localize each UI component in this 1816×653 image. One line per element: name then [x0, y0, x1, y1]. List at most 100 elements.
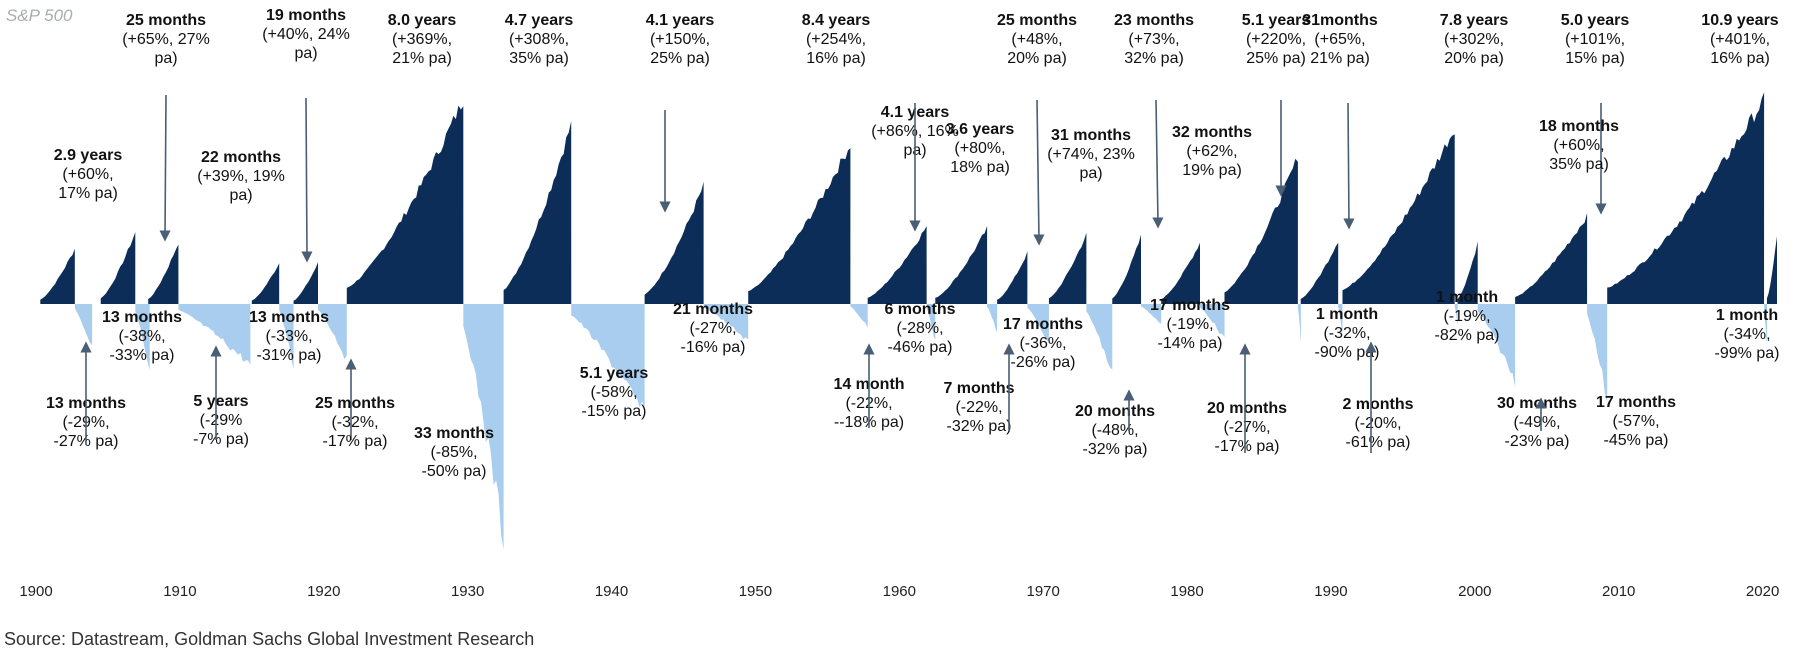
bear-market-area-14 — [1141, 304, 1162, 324]
bull-annotation-16: 5.1 years (+220%, 25% pa) — [1242, 12, 1311, 67]
bear-annotation-16-line-1: 1 month — [1316, 306, 1378, 323]
bear-annotation-5-line-1: 25 months — [315, 395, 395, 412]
bull-annotation-9-line-2: (+254%, — [806, 31, 866, 48]
bull-annotation-3-line-3: pa) — [154, 50, 177, 67]
bear-annotation-11: 7 months (-22%, -32% pa) — [943, 380, 1014, 435]
bear-market-area-7 — [571, 304, 645, 410]
bear-annotation-15-line-1: 20 months — [1207, 400, 1287, 417]
bull-annotation-20-line-1: 5.0 years — [1561, 12, 1630, 29]
bear-annotation-17: 2 months (-20%, -61% pa) — [1342, 396, 1413, 451]
bull-annotation-22-line-3: 35% pa) — [1549, 156, 1609, 173]
bull-annotation-2: 2.9 years (+60%, 17% pa) — [54, 147, 123, 202]
bull-annotation-21: 10.9 years (+401%, 16% pa) — [1701, 12, 1779, 67]
x-tick-1910: 1910 — [163, 583, 196, 600]
x-tick-1980: 1980 — [1170, 583, 1203, 600]
bear-annotation-4-line-3: -31% pa) — [257, 347, 322, 364]
bull-annotation-13-line-2: (+74%, 23% — [1047, 146, 1135, 163]
bull-annotation-20-line-2: (+101%, — [1565, 31, 1625, 48]
bull-market-area-3 — [148, 244, 179, 304]
bull-annotation-18-line-3: 20% pa) — [1444, 50, 1504, 67]
bear-annotation-13-line-2: (-48%, — [1091, 422, 1138, 439]
bull-arrow-17 — [1343, 102, 1355, 230]
bear-annotation-14-line-1: 17 months — [1150, 297, 1230, 314]
bull-annotation-12: 25 months (+48%, 20% pa) — [997, 12, 1077, 67]
bull-annotation-7: 4.7 years (+308%, 35% pa) — [505, 12, 574, 67]
bear-annotation-11-line-1: 7 months — [943, 380, 1014, 397]
bear-market-area-16 — [1297, 304, 1301, 343]
bull-annotation-9-line-1: 8.4 years — [802, 12, 871, 29]
bull-annotation-4-line-3: pa) — [229, 187, 252, 204]
x-tick-2000: 2000 — [1458, 583, 1491, 600]
bear-annotation-5-line-2: (-32%, — [331, 414, 378, 431]
bull-annotation-15: 32 months (+62%, 19% pa) — [1172, 124, 1252, 179]
bull-annotation-12-line-1: 25 months — [997, 12, 1077, 29]
bear-market-area-4 — [279, 304, 294, 370]
bear-market-area-9 — [850, 304, 868, 329]
bull-annotation-15-line-3: 19% pa) — [1182, 162, 1242, 179]
bull-annotation-14-line-2: (+73%, — [1128, 31, 1179, 48]
bear-annotation-11-line-3: -32% pa) — [947, 418, 1012, 435]
bull-annotation-11-line-3: 18% pa) — [950, 159, 1010, 176]
bull-annotation-17-line-3: 21% pa) — [1310, 50, 1370, 67]
bull-annotation-3-line-2: (+65%, 27% — [122, 31, 210, 48]
bear-annotation-12-line-3: -26% pa) — [1011, 354, 1076, 371]
bear-annotation-2-line-1: 13 months — [102, 309, 182, 326]
bull-annotation-22: 18 months (+60%, 35% pa) — [1539, 118, 1619, 173]
bull-annotation-2-line-3: 17% pa) — [58, 185, 118, 202]
bull-market-area-17 — [1300, 242, 1339, 304]
x-tick-1950: 1950 — [739, 583, 772, 600]
bull-annotation-13: 31 months (+74%, 23% pa) — [1047, 127, 1135, 182]
bear-annotation-15: 20 months (-27%, -17% pa) — [1207, 400, 1287, 455]
bear-annotation-2-line-2: (-38%, — [118, 328, 165, 345]
bull-annotation-18-line-2: (+302%, — [1444, 31, 1504, 48]
bear-annotation-10-line-3: -46% pa) — [888, 339, 953, 356]
bull-annotation-16-line-1: 5.1 years — [1242, 12, 1311, 29]
x-tick-1990: 1990 — [1314, 583, 1347, 600]
bull-annotation-13-line-3: pa) — [1079, 165, 1102, 182]
bear-annotation-6-line-2: (-85%, — [430, 444, 477, 461]
bull-annotation-3-line-1: 25 months — [126, 12, 206, 29]
bull-market-area-7 — [503, 120, 572, 305]
bear-annotation-4-line-2: (-33%, — [265, 328, 312, 345]
bear-annotation-8: 21 months (-27%, -16% pa) — [673, 301, 753, 356]
bull-market-area-13 — [1048, 232, 1087, 304]
bear-annotation-8-line-2: (-27%, — [689, 320, 736, 337]
bear-annotation-21-line-2: (-34%, — [1723, 326, 1770, 343]
bull-market-area-4 — [251, 263, 280, 304]
bull-arrow-5 — [301, 97, 313, 263]
bear-annotation-7: 5.1 years (-58%, -15% pa) — [580, 365, 649, 420]
bear-annotation-17-line-3: -61% pa) — [1346, 434, 1411, 451]
bear-annotation-14-line-3: -14% pa) — [1158, 335, 1223, 352]
bear-annotation-3-line-3: -7% pa) — [193, 431, 249, 448]
bear-market-area-1 — [74, 304, 93, 346]
x-tick-1900: 1900 — [19, 583, 52, 600]
bull-annotation-6-line-1: 8.0 years — [388, 12, 457, 29]
bear-market-area-11 — [987, 304, 998, 333]
bull-annotation-12-line-3: 20% pa) — [1007, 50, 1067, 67]
bull-annotation-4-line-1: 22 months — [201, 149, 281, 166]
bull-annotation-6-line-3: 21% pa) — [392, 50, 452, 67]
bear-market-area-2 — [135, 304, 150, 371]
bear-annotation-17-line-1: 2 months — [1342, 396, 1413, 413]
bear-annotation-18-line-1: 1 month — [1436, 289, 1498, 306]
bear-annotation-18: 1 month (-19%, -82% pa) — [1435, 289, 1500, 344]
bear-annotation-19-line-1: 30 months — [1497, 395, 1577, 412]
bull-annotation-21-line-2: (+401%, — [1710, 31, 1770, 48]
bull-annotation-20: 5.0 years (+101%, 15% pa) — [1561, 12, 1630, 67]
bear-annotation-4-line-1: 13 months — [249, 309, 329, 326]
bear-annotation-10-line-1: 6 months — [884, 301, 955, 318]
bull-annotation-7-line-3: 35% pa) — [509, 50, 569, 67]
x-tick-1970: 1970 — [1027, 583, 1060, 600]
bear-annotation-16: 1 month (-32%, -90% pa) — [1315, 306, 1380, 361]
bear-annotation-5: 25 months (-32%, -17% pa) — [315, 395, 395, 450]
bear-market-area-6 — [463, 304, 504, 550]
bull-market-area-9 — [748, 148, 851, 304]
source-note: Source: Datastream, Goldman Sachs Global… — [4, 629, 534, 649]
bull-annotation-13-line-1: 31 months — [1051, 127, 1131, 144]
bull-annotation-21-line-1: 10.9 years — [1701, 12, 1779, 29]
bull-annotation-14-line-3: 32% pa) — [1124, 50, 1184, 67]
bear-annotation-8-line-1: 21 months — [673, 301, 753, 318]
bull-annotation-16-line-2: (+220%, — [1246, 31, 1306, 48]
bear-annotation-20-line-3: -45% pa) — [1604, 432, 1669, 449]
bear-annotation-21: 1 month (-34%, -99% pa) — [1715, 307, 1780, 362]
